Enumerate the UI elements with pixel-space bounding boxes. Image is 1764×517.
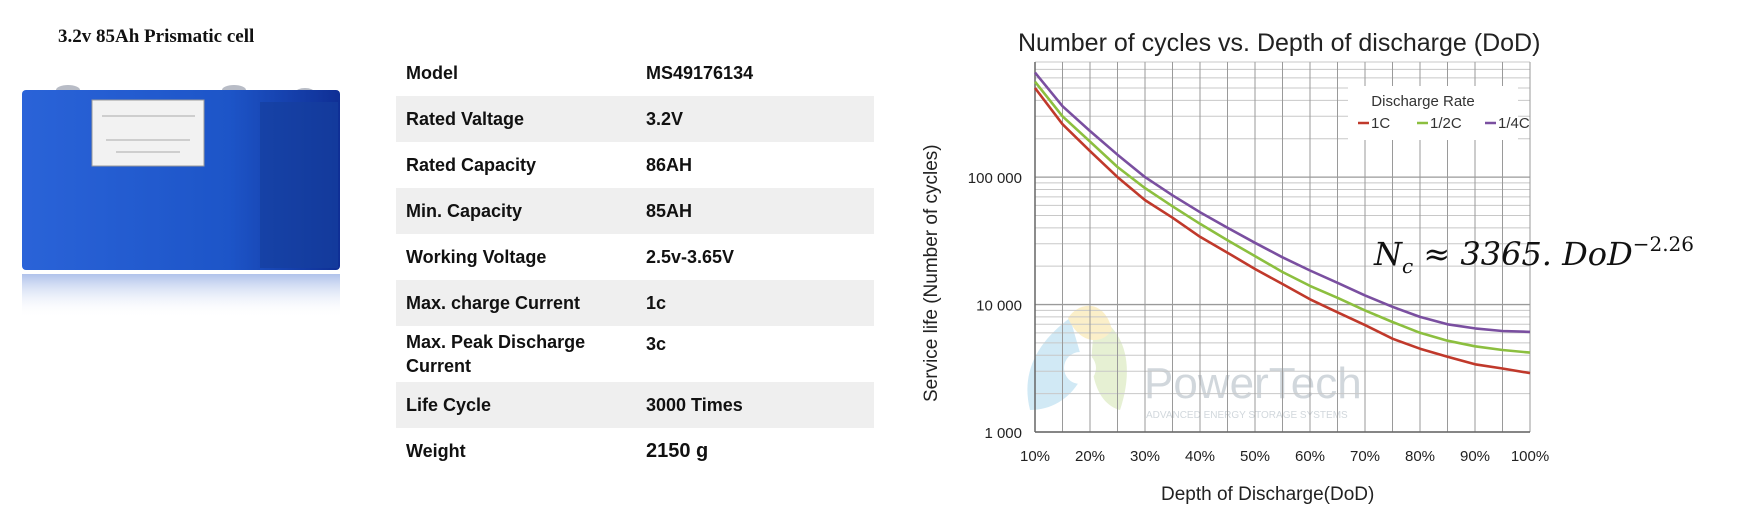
table-row: Rated Capacity 86AH: [396, 142, 874, 188]
series-line-1c: [1033, 87, 1531, 375]
legend-item: 1/4C: [1498, 115, 1530, 132]
legend-item: 1/2C: [1430, 115, 1462, 132]
spec-value: 86AH: [646, 155, 693, 175]
legend: Discharge Rate 1C 1/2C 1/4C: [1348, 86, 1530, 140]
spec-value: 2.5v-3.65V: [646, 247, 735, 267]
spec-value: MS49176134: [646, 63, 754, 83]
cycle-life-formula: Nc ≈ 3365. DoD−2.26: [1374, 232, 1694, 278]
table-row: Weight 2150 g: [396, 428, 874, 474]
chart-series: [1033, 71, 1531, 375]
formula-exp: −2.26: [1632, 232, 1695, 256]
table-row: Rated Valtage 3.2V: [396, 96, 874, 142]
x-tick-label: 80%: [1405, 448, 1435, 465]
spec-value: 2150 g: [646, 440, 709, 462]
table-row: Min. Capacity 85AH: [396, 188, 874, 234]
watermark-tagline: ADVANCED ENERGY STORAGE SYSTEMS: [1146, 410, 1348, 421]
x-tick-label: 70%: [1350, 448, 1380, 465]
table-row: Model MS49176134: [396, 50, 874, 96]
spec-key: Max. charge Current: [396, 280, 634, 326]
y-tick-label: 100 000: [968, 170, 1022, 187]
spec-key: Weight: [406, 441, 466, 461]
spec-value: 3.2V: [634, 96, 874, 142]
product-title: 3.2v 85Ah Prismatic cell: [58, 26, 255, 47]
x-axis-title: Depth of Discharge(DoD): [1161, 484, 1374, 505]
spec-value: 3c: [646, 334, 667, 354]
spec-table: Model MS49176134 Rated Valtage 3.2V Rated …: [396, 50, 874, 474]
y-axis-title: Service life (Number of cycles): [921, 144, 942, 402]
x-tick-label: 60%: [1295, 448, 1325, 465]
cycles-vs-dod-chart: Number of cycles vs. Depth of discharge …: [921, 29, 1549, 505]
series-line-1-2c: [1033, 80, 1531, 354]
spec-key: Min. Capacity: [396, 188, 634, 234]
x-tick-label: 30%: [1130, 448, 1160, 465]
spec-value: 1c: [634, 280, 874, 326]
table-row: Working Voltage 2.5v-3.65V: [396, 234, 874, 280]
x-tick-label: 10%: [1020, 448, 1050, 465]
x-tick-label: 20%: [1075, 448, 1105, 465]
spec-value: 3000 Times: [634, 382, 874, 428]
series-line-1-4c: [1033, 71, 1531, 334]
x-tick-label: 90%: [1460, 448, 1490, 465]
formula-rhs: 3365. DoD: [1460, 235, 1633, 273]
formula-lhs: N: [1374, 235, 1402, 273]
table-row: Life Cycle 3000 Times: [396, 382, 874, 428]
table-row: Max. charge Current 1c: [396, 280, 874, 326]
spec-value: 85AH: [634, 188, 874, 234]
spec-key: Model: [406, 63, 458, 83]
chart-axes: 10% 20% 30% 40% 50% 60% 70% 80% 90% 100% 1 000 10 0…: [968, 62, 1549, 465]
spec-key: Life Cycle: [396, 382, 634, 428]
spec-key: Max. Peak Discharge Current: [406, 332, 586, 376]
legend-title: Discharge Rate: [1371, 93, 1474, 110]
formula-approx: ≈: [1423, 235, 1451, 273]
table-row: Max. Peak Discharge Current 3c: [396, 326, 874, 382]
y-tick-label: 1 000: [984, 425, 1022, 442]
legend-item: 1C: [1371, 115, 1390, 132]
spec-key: Rated Valtage: [396, 96, 634, 142]
battery-cell-image: [22, 85, 340, 318]
x-tick-label: 100%: [1511, 448, 1549, 465]
y-tick-label: 10 000: [976, 298, 1022, 315]
formula-sub: c: [1402, 254, 1414, 278]
spec-key: Rated Capacity: [406, 155, 537, 175]
watermark-name: PowerTech: [1144, 359, 1362, 408]
chart-title: Number of cycles vs. Depth of discharge …: [1018, 29, 1540, 57]
x-tick-label: 40%: [1185, 448, 1215, 465]
spec-key: Working Voltage: [406, 247, 547, 267]
watermark-logo: PowerTech ADVANCED ENERGY STORAGE SYSTEM…: [1027, 305, 1362, 421]
x-tick-label: 50%: [1240, 448, 1270, 465]
